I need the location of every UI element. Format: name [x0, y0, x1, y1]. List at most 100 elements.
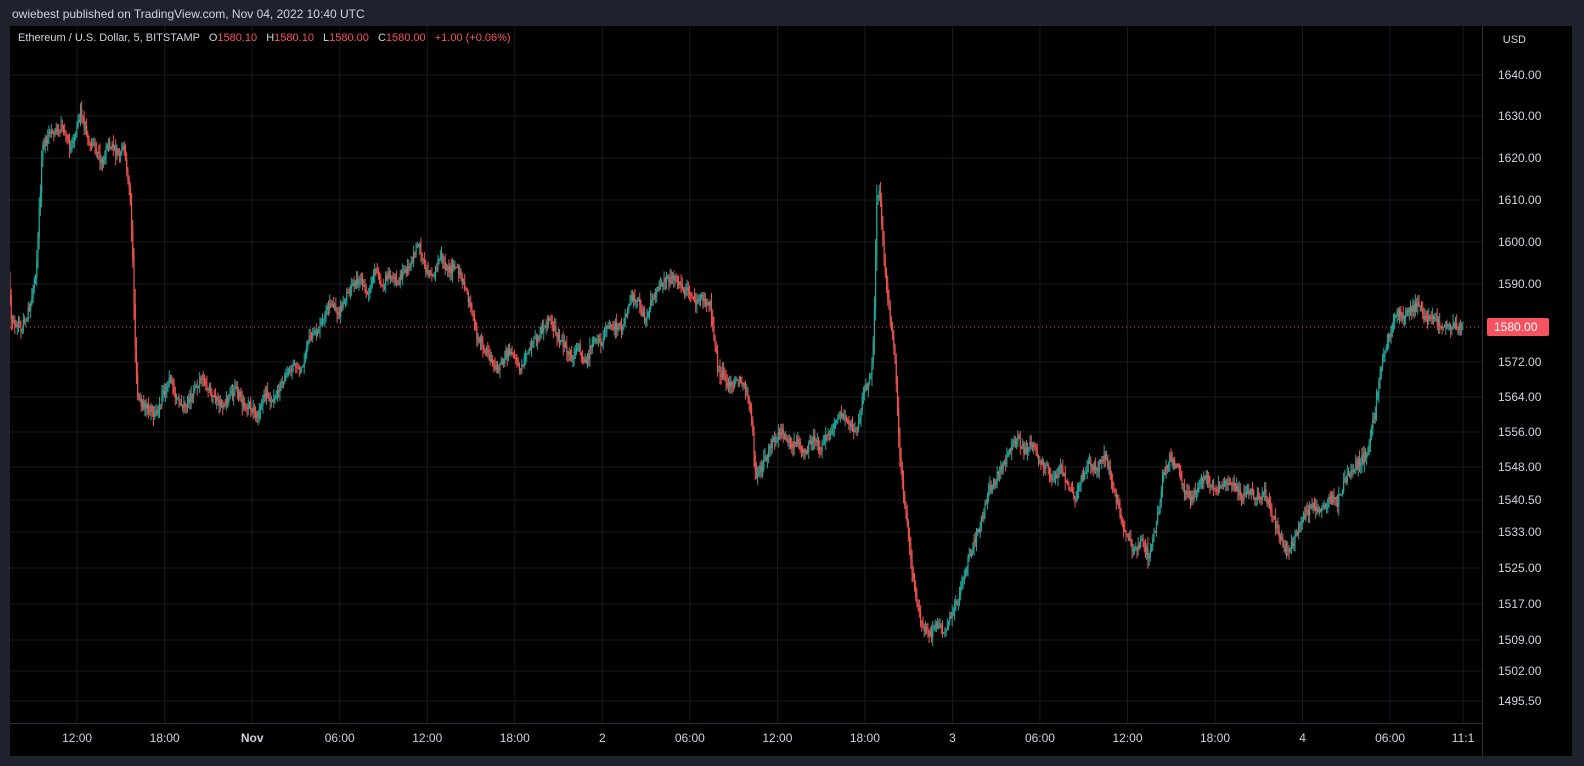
candle-body	[624, 314, 626, 324]
candle-body	[499, 364, 501, 371]
candle-body	[120, 151, 122, 156]
candle-body	[1222, 484, 1224, 487]
candle-body	[1388, 335, 1390, 341]
candle-body	[16, 324, 18, 327]
candle-body	[1073, 492, 1075, 498]
candle-body	[879, 190, 882, 204]
candle-body	[1023, 443, 1025, 454]
candle-body	[1307, 510, 1309, 516]
candle-body	[522, 365, 524, 367]
candle-body	[533, 337, 535, 342]
candle-body	[162, 390, 164, 394]
candle-body	[246, 408, 248, 410]
candle-body	[708, 301, 710, 306]
candle-body	[1075, 498, 1077, 500]
candle-body	[1064, 473, 1066, 483]
candle-body	[1276, 524, 1278, 528]
legend-open-key: O	[208, 32, 218, 44]
candle-body	[1088, 460, 1091, 462]
candle-body	[217, 397, 219, 400]
candle-body	[1108, 466, 1110, 468]
candle-body	[93, 143, 95, 145]
candle-body	[1191, 496, 1193, 501]
candle-body	[567, 351, 569, 355]
candle-body	[1257, 495, 1260, 497]
candle-body	[1232, 482, 1234, 485]
candle-body	[411, 261, 414, 263]
candle-body	[723, 370, 725, 376]
chart-pane[interactable]: 1640.00 1630.00 1620.00 1610.00 1600.00 1590.…	[10, 26, 1572, 756]
price-axis-label: 1620.00	[1498, 151, 1542, 165]
candle-body	[1260, 498, 1262, 501]
candle-body	[389, 276, 392, 278]
candle-body	[1462, 328, 1464, 330]
candle-body	[349, 287, 352, 295]
candle-body	[782, 428, 784, 435]
candle-body	[1129, 538, 1131, 540]
candle-body	[346, 292, 348, 301]
candle-body	[287, 370, 290, 374]
candle-body	[177, 397, 179, 399]
candle-body	[121, 148, 123, 152]
candle-body	[431, 274, 433, 276]
candle-body	[1130, 538, 1132, 543]
legend-open-value: 1580.10	[217, 32, 258, 44]
candle-body	[84, 126, 86, 129]
candle-body	[1396, 309, 1398, 316]
candle-body	[578, 344, 580, 350]
candle-body	[64, 129, 66, 133]
candle-body	[667, 276, 669, 278]
candle-body	[716, 351, 719, 368]
candle-body	[1226, 480, 1228, 486]
candle-body	[45, 138, 48, 144]
candle-body	[1018, 435, 1020, 438]
candle-body	[1245, 492, 1247, 495]
candle-body	[1107, 457, 1109, 468]
candle-body	[269, 397, 271, 402]
candle-body	[988, 490, 990, 496]
candle-body	[763, 459, 765, 470]
candle-body	[1198, 484, 1200, 488]
candle-body	[1181, 478, 1183, 486]
candle-body	[572, 358, 574, 360]
candle-body	[586, 355, 589, 364]
candle-body	[1401, 314, 1403, 318]
candle-body	[1319, 508, 1322, 512]
candle-body	[408, 266, 410, 268]
candle-body	[737, 380, 739, 382]
candle-body	[1205, 475, 1207, 480]
candle-body	[202, 377, 204, 379]
candle-body	[462, 281, 465, 284]
candle-body	[19, 322, 21, 324]
candle-body	[396, 278, 398, 283]
candle-body	[1054, 474, 1057, 479]
candle-body	[1234, 487, 1237, 491]
candle-body	[1426, 318, 1429, 322]
candle-body	[1079, 484, 1081, 486]
candle-body	[293, 364, 296, 366]
candle-body	[1311, 504, 1313, 509]
candle-body	[199, 379, 201, 387]
candle-body	[611, 325, 613, 327]
candle-body	[601, 345, 603, 347]
candle-body	[650, 299, 652, 309]
candle-body	[437, 260, 439, 271]
candle-body	[1433, 315, 1435, 319]
candle-body	[789, 438, 792, 445]
candle-body	[1053, 478, 1055, 480]
candle-body	[280, 381, 282, 384]
candle-body	[36, 260, 38, 278]
candle-body	[1105, 457, 1108, 460]
candle-body	[1430, 317, 1432, 319]
candle-body	[1290, 542, 1292, 550]
candle-body	[1034, 444, 1036, 447]
candle-body	[958, 593, 961, 603]
candle-body	[1417, 301, 1419, 307]
candle-body	[866, 384, 868, 390]
candle-body	[448, 266, 450, 273]
candle-body	[488, 352, 490, 355]
candle-body	[174, 392, 176, 398]
candle-body	[355, 278, 358, 282]
candle-body	[1050, 474, 1052, 478]
candlestick-chart[interactable]: 1640.00 1630.00 1620.00 1610.00 1600.00 1590.…	[10, 26, 1572, 756]
